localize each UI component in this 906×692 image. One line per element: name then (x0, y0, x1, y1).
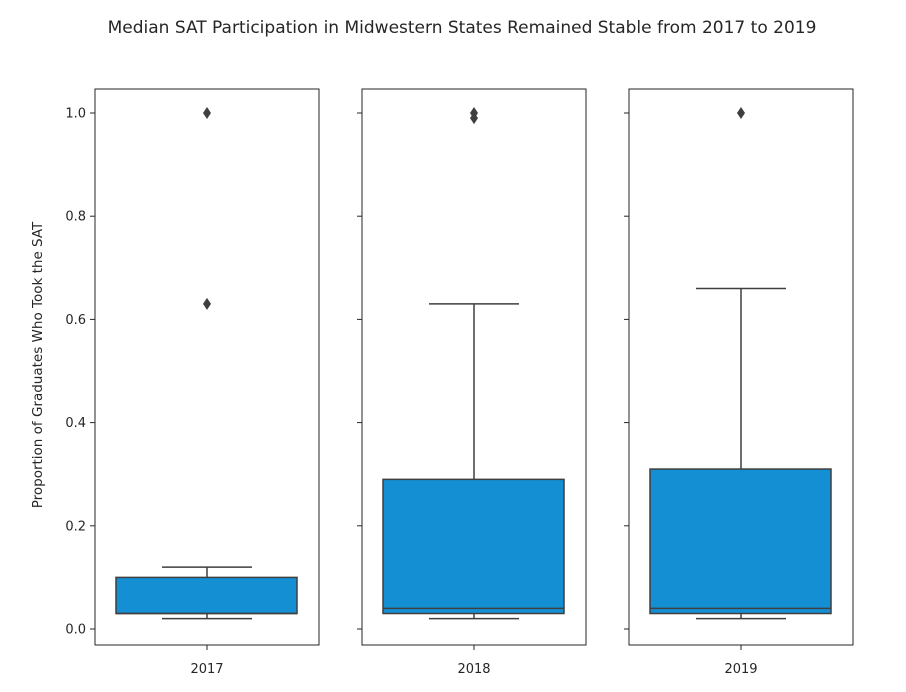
chart-title: Median SAT Participation in Midwestern S… (108, 18, 817, 38)
panel-frame (361, 88, 587, 646)
panel-2019: 2019 (624, 88, 854, 677)
outlier-point (203, 107, 211, 119)
outlier-point (470, 107, 478, 119)
y-axis-label: Proportion of Graduates Who Took the SAT (30, 221, 46, 508)
x-tick-label: 2019 (724, 662, 757, 677)
panel-frame (628, 88, 854, 646)
x-tick-label: 2017 (190, 662, 223, 677)
y-tick-label: 0.4 (65, 416, 86, 431)
y-tick-label: 0.8 (65, 210, 86, 225)
y-tick-label: 0.0 (65, 623, 86, 638)
outlier-point (203, 297, 211, 310)
y-tick-label: 0.2 (65, 519, 86, 534)
outlier-point (737, 107, 745, 119)
panel-frame (94, 88, 320, 646)
panel-2018: 2018 (357, 88, 587, 677)
panels-group: 0.0 0.2 0.4 0.6 0.8 1.0 2017 2018 2019 (65, 88, 854, 677)
iqr-box (382, 478, 565, 615)
x-tick-label: 2018 (457, 662, 490, 677)
y-tick-label: 0.6 (65, 313, 86, 328)
iqr-box (649, 468, 832, 615)
panel-2017: 0.0 0.2 0.4 0.6 0.8 1.0 2017 (65, 88, 320, 677)
iqr-box (115, 576, 298, 615)
y-tick-label: 1.0 (65, 107, 86, 122)
